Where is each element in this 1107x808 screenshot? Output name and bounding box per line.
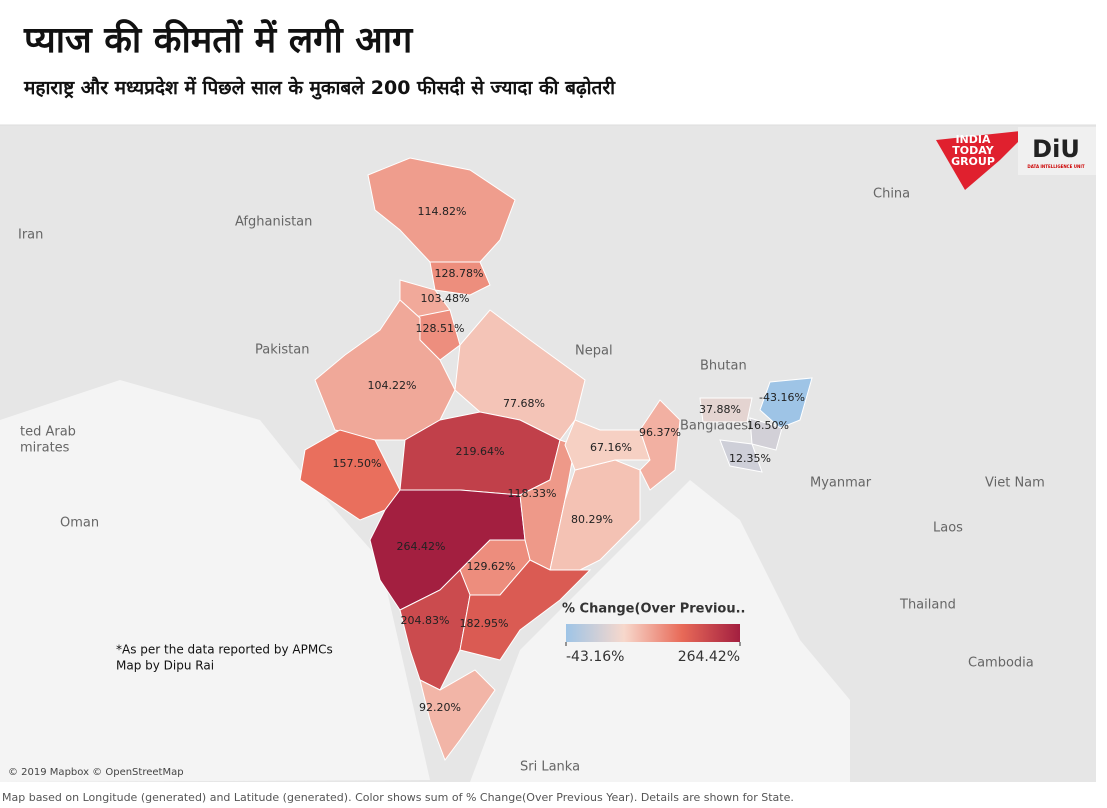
basemap-label: Laos [933,521,963,536]
state-region [639,399,681,491]
value-label: 104.22% [368,379,417,392]
value-label: 114.82% [418,205,467,218]
sea [0,380,430,782]
logo-text: INDIA [955,133,991,146]
logo-box [1018,127,1096,175]
value-label: 118.33% [508,487,557,500]
value-label: 219.64% [456,445,505,458]
state-region [759,377,813,429]
state-region [454,309,586,441]
attribution: © 2019 Mapbox © OpenStreetMap [8,767,184,778]
legend-label: -43.16% [566,649,624,665]
value-label: 80.29% [571,513,613,526]
value-label: 128.51% [416,322,465,335]
legend-bar [566,624,740,642]
state-region [549,459,641,581]
state-region [564,419,651,471]
value-label: 129.62% [467,560,516,573]
value-label: 103.48% [421,292,470,305]
basemap-label: Thailand [899,598,956,613]
basemap-label: Iran [18,228,43,243]
basemap-label: Afghanistan [235,215,312,230]
caption: Map based on Longitude (generated) and L… [2,791,794,804]
logo-text: TODAY [952,144,994,157]
header: प्याज की कीमतों में लगी आग महाराष्ट्र और… [0,0,1107,125]
basemap-label: Bhutan [700,359,747,374]
value-label: 67.16% [590,441,632,454]
state-region [699,397,753,423]
value-label: 92.20% [419,701,461,714]
state-region [429,261,491,296]
legend-title: % Change(Over Previou.. [562,602,745,617]
value-label: 128.78% [435,267,484,280]
note: Map by Dipu Rai [116,659,214,673]
basemap-label: Sri Lanka [520,760,580,775]
logo-text: DiU [1032,135,1080,163]
value-label: 182.95% [460,617,509,630]
basemap-label: Viet Nam [985,476,1045,491]
state-region [419,669,496,762]
note: *As per the data reported by APMCs [116,643,333,657]
value-label: -43.16% [759,391,805,404]
state-region [367,157,516,263]
logo-text: DATA INTELLIGENCE UNIT [1027,164,1084,169]
basemap-label: Cambodia [968,656,1034,671]
value-label: 77.68% [503,397,545,410]
basemap-label: Oman [60,516,99,531]
basemap-label: mirates [20,441,70,456]
logo-shape [936,130,1030,190]
basemap-label: China [873,187,910,202]
value-label: 16.50% [747,419,789,432]
value-label: 37.88% [699,403,741,416]
basemap-label: Pakistan [255,343,309,358]
legend-label: 264.42% [678,649,740,665]
basemap-label: Nepal [575,344,613,359]
state-region [749,417,783,451]
basemap-label: Myanmar [810,476,872,491]
value-label: 204.83% [401,614,450,627]
value-label: 12.35% [729,452,771,465]
state-region [459,559,592,661]
value-label: 264.42% [397,540,446,553]
basemap-label: ted Arab [20,425,76,440]
subtitle: महाराष्ट्र और मध्यप्रदेश में पिछले साल क… [24,77,616,99]
title: प्याज की कीमतों में लगी आग [24,20,413,61]
logo-text: GROUP [951,155,995,168]
value-label: 96.37% [639,426,681,439]
logo [936,127,1096,190]
value-label: 157.50% [333,457,382,470]
state-region [719,439,763,473]
